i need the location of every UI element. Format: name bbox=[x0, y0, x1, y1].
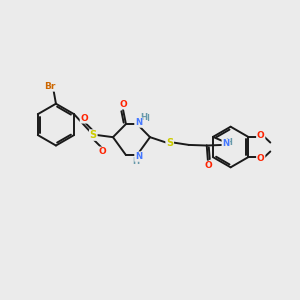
Text: O: O bbox=[257, 131, 265, 140]
Text: N: N bbox=[135, 152, 142, 161]
Text: O: O bbox=[98, 147, 106, 156]
Text: H: H bbox=[140, 113, 147, 122]
Text: H: H bbox=[225, 138, 232, 147]
Text: N: N bbox=[135, 118, 142, 127]
Text: O: O bbox=[204, 161, 212, 170]
Text: S: S bbox=[90, 130, 97, 140]
Text: Br: Br bbox=[44, 82, 56, 91]
Text: O: O bbox=[119, 100, 127, 109]
Text: N: N bbox=[222, 139, 230, 148]
Text: H: H bbox=[142, 114, 149, 123]
Text: H: H bbox=[132, 157, 139, 166]
Text: O: O bbox=[80, 114, 88, 123]
Text: O: O bbox=[257, 154, 265, 163]
Text: S: S bbox=[166, 137, 173, 148]
